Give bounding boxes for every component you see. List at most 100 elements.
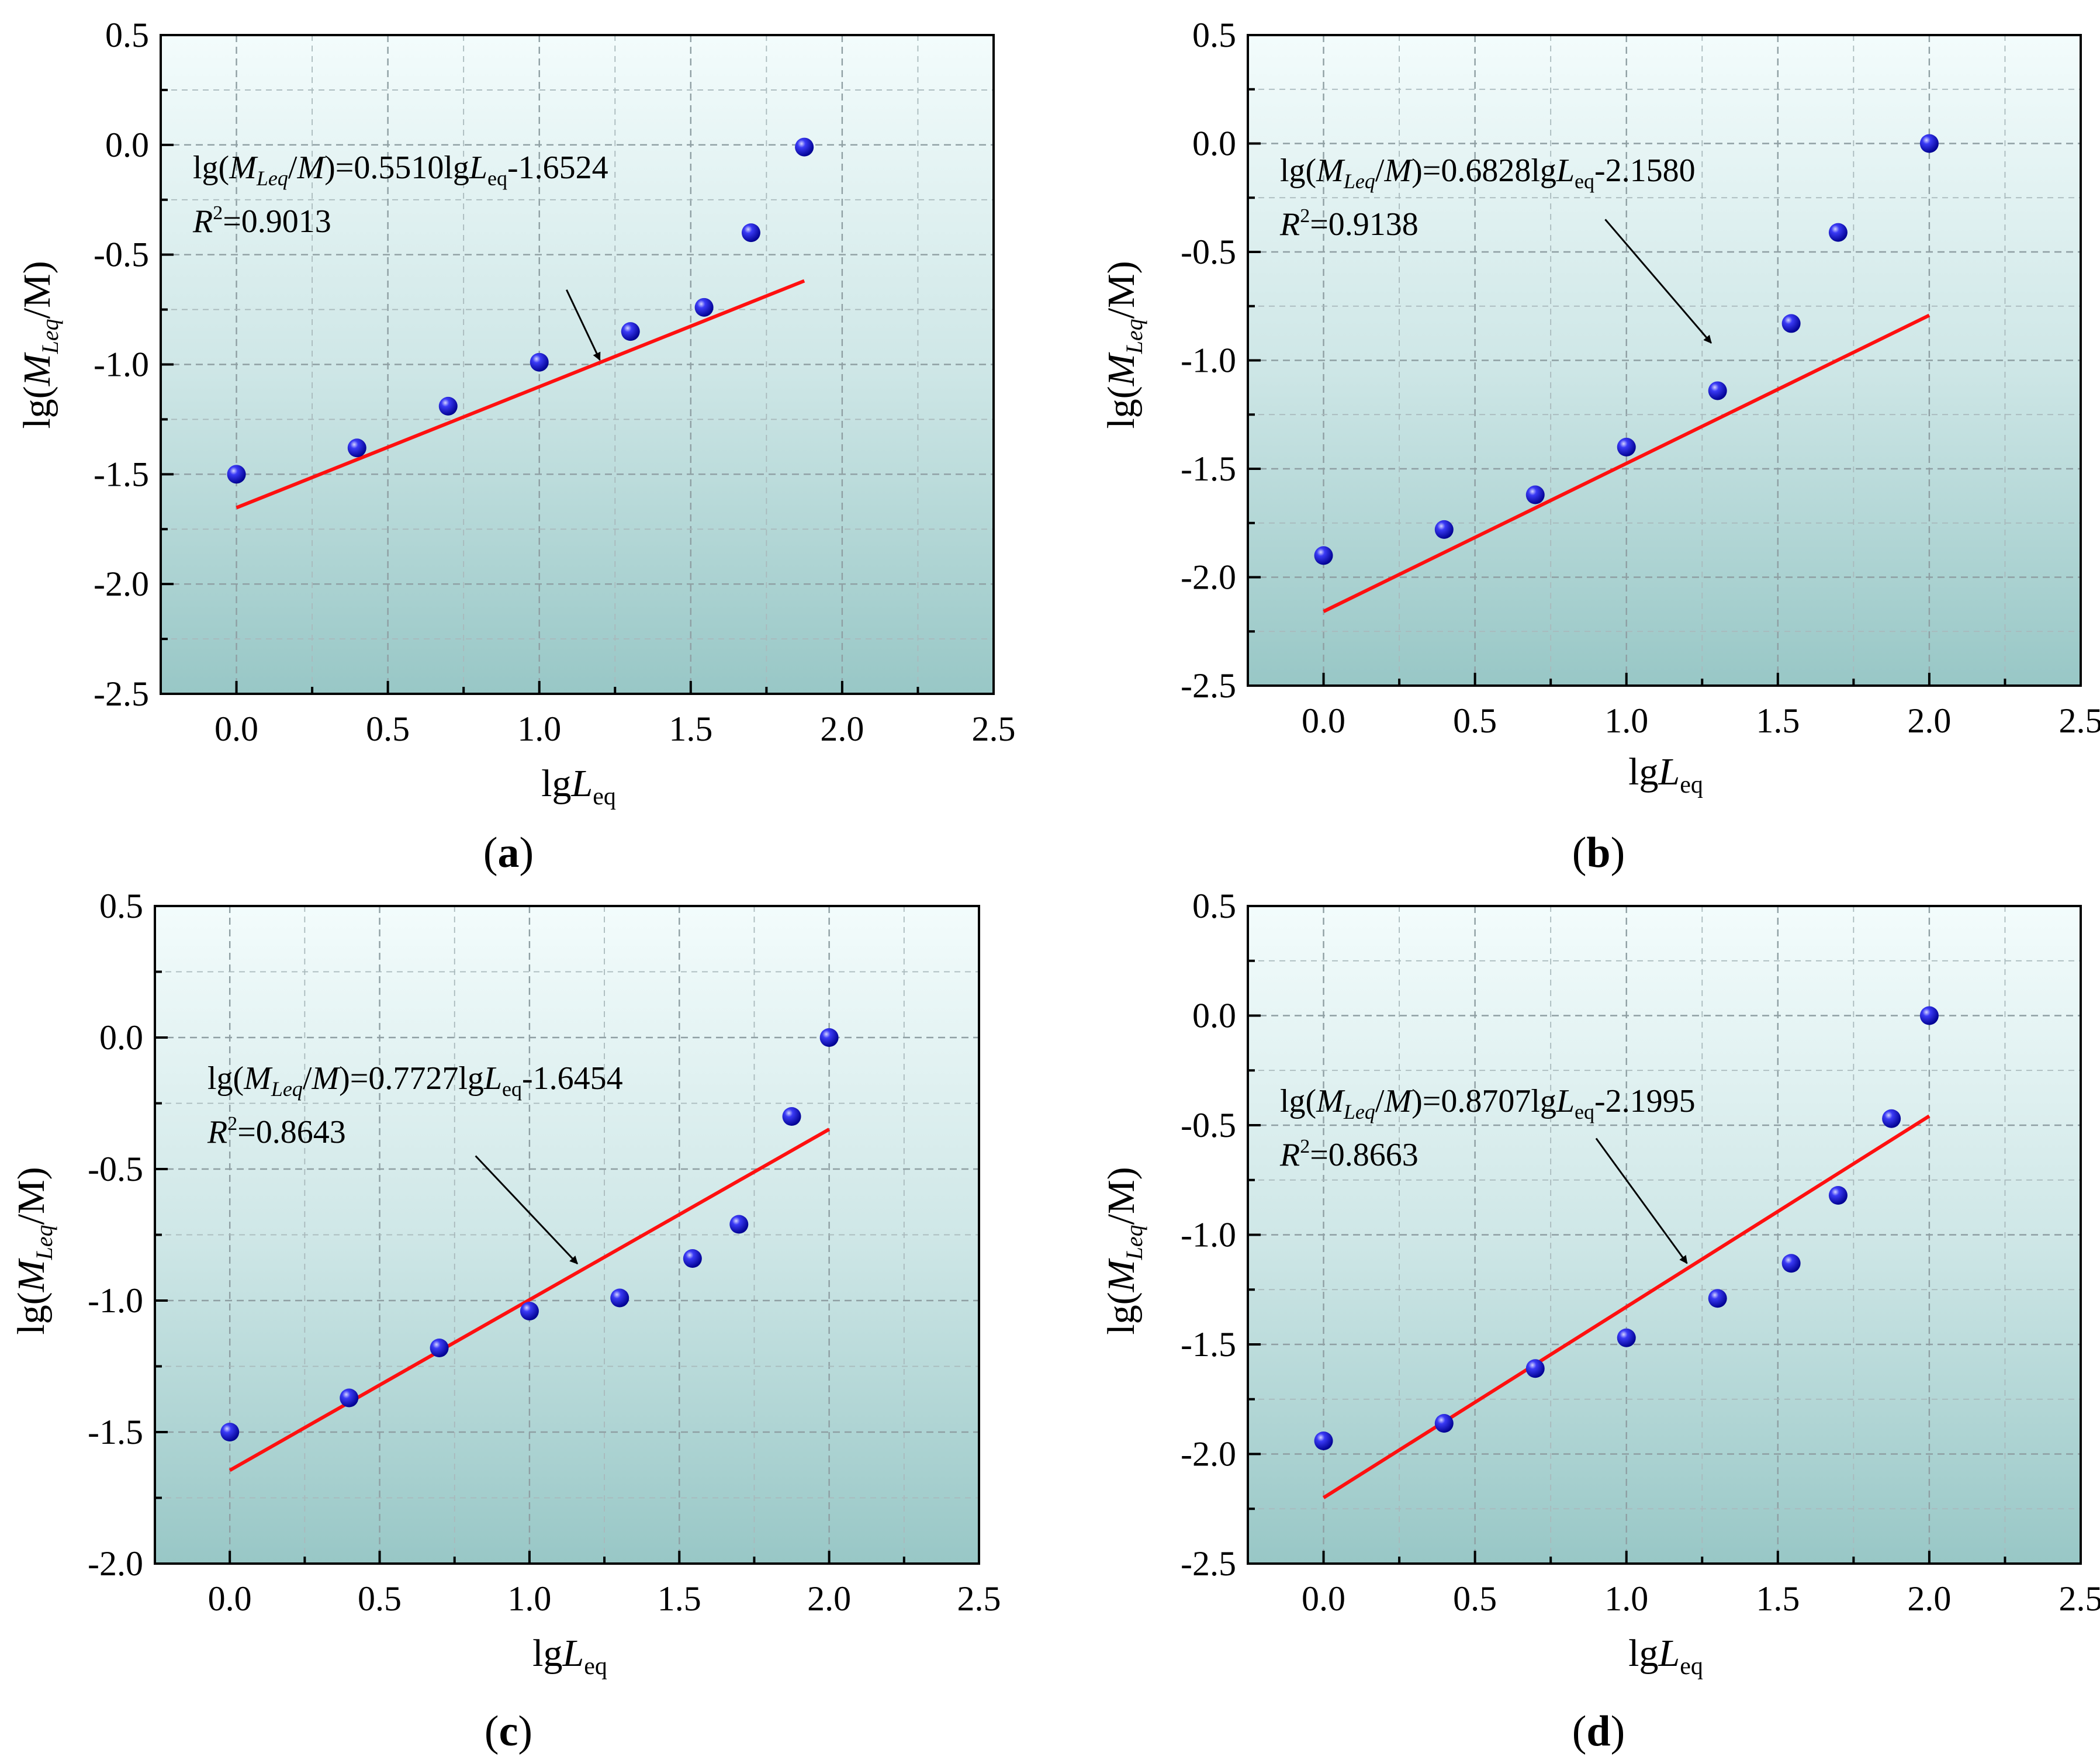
panel-a-equation-part: L: [469, 150, 487, 186]
panel-d-equation-part: lg(: [1280, 1083, 1316, 1119]
panel-d-y-tick-label: -2.0: [1181, 1435, 1236, 1474]
panel-b-equation-part: Leq: [1343, 170, 1375, 193]
panel-a-equation-part: Leq: [256, 167, 288, 190]
panel-c-x-tick-label: 1.0: [507, 1579, 551, 1618]
panel-a: 0.0 0.5 1.0 1.5 2.0 2.5 0.5 0.0 -0.5 -1.0 -1.5 -2.0…: [16, 16, 1016, 877]
panel-c-x-tick-label: 0.0: [208, 1579, 252, 1618]
panel-d-y-tick-label: 0.0: [1192, 997, 1236, 1035]
panel-a-y-tick-label: 0.0: [105, 126, 149, 164]
panel-c-y-tick-label: -1.5: [88, 1413, 143, 1451]
panel-b-equation-part: )=: [1411, 153, 1441, 189]
panel-d-label: (d): [1572, 1707, 1625, 1755]
panel-b-r-squared: R2=0.9138: [1279, 205, 1419, 243]
panel-b-fit-line: [1323, 313, 1931, 613]
panel-a-fit-equation: lg(MLeq/M)=0.5510lgLeq-1.6524: [193, 150, 608, 190]
panel-c: 0.0 0.5 1.0 1.5 2.0 2.5 0.5 0.0 -0.5 -1.0 -1.5 -2.0…: [10, 887, 1001, 1755]
panel-a-y-tick-label: 0.5: [105, 16, 149, 54]
panel-b-equation-part: 0.6828: [1441, 153, 1531, 189]
panel-c-r-squared-part: 2: [227, 1113, 237, 1135]
panel-d-equation-part: Leq: [1343, 1100, 1375, 1123]
panel-c-r-squared-part: =0.8643: [237, 1114, 346, 1150]
panel-a-data-point: [530, 352, 549, 372]
panel-b-data-point: [1919, 134, 1939, 153]
panel-b-xlabel: lgLeq: [1628, 751, 1703, 798]
panel-d-data-point: [1781, 1254, 1801, 1273]
panel-a-y-tick-label: -2.0: [94, 565, 149, 603]
panel-c-r-squared-part: R: [207, 1114, 227, 1150]
panel-c-data-point: [729, 1215, 749, 1234]
panel-c-equation-part: M: [243, 1060, 273, 1097]
panel-d-annotation-arrow: [1595, 1137, 1688, 1264]
panel-c-equation-part: /: [303, 1060, 312, 1097]
panel-d-equation-part: -2.1995: [1594, 1083, 1696, 1119]
panel-b-x-tick-label: 0.0: [1302, 701, 1345, 740]
panel-a-equation-part: 0.5510: [354, 150, 444, 186]
panel-d-data-point: [1314, 1431, 1333, 1450]
panel-c-data-point: [782, 1107, 801, 1126]
panel-a-x-tick-label: 2.0: [820, 710, 864, 748]
panel-b-y-tick-label: 0.5: [1192, 16, 1236, 54]
panel-d: 0.0 0.5 1.0 1.5 2.0 2.5 0.5 0.0 -0.5 -1.0 -1.5 -2.0…: [1100, 887, 2100, 1755]
panel-d-x-tick-label: 2.5: [2059, 1579, 2100, 1618]
panel-d-r-squared-part: 2: [1300, 1136, 1310, 1157]
panel-b-data-point: [1781, 314, 1801, 333]
panel-b-equation-part: /: [1375, 153, 1385, 189]
panel-d-y-tick-label: -1.5: [1181, 1325, 1236, 1364]
panel-a-x-tick-label: 0.0: [215, 710, 258, 748]
panel-c-equation-part: Leq: [271, 1077, 303, 1101]
panel-a-equation-part: )=: [324, 150, 354, 186]
panel-a-data-point: [438, 396, 458, 416]
panel-d-x-tick-label: 2.0: [1907, 1579, 1951, 1618]
panel-c-r-squared: R2=0.8643: [207, 1113, 346, 1150]
panel-d-data-point: [1617, 1328, 1636, 1347]
panel-b-x-tick-label: 1.0: [1604, 701, 1648, 740]
panel-c-equation-part: lg(: [207, 1060, 244, 1097]
panel-b-equation-part: M: [1316, 153, 1345, 189]
panel-a-y-tick-label: -2.5: [94, 675, 149, 713]
panel-b-r-squared-part: R: [1279, 206, 1300, 243]
panel-d-ylabel: lg(MLeq/M): [1100, 1167, 1147, 1334]
panel-d-r-squared: R2=0.8663: [1279, 1136, 1419, 1173]
panel-c-data-point: [220, 1423, 240, 1441]
panel-d-fit-equation: lg(MLeq/M)=0.8707lgLeq-2.1995: [1280, 1083, 1696, 1123]
panel-d-equation-part: M: [1316, 1083, 1345, 1119]
panel-c-annotation-arrow: [475, 1155, 579, 1265]
panel-d-equation-part: L: [1556, 1083, 1575, 1119]
panel-a-fit-line: [236, 279, 805, 510]
panel-c-y-tick-label: 0.0: [99, 1018, 143, 1057]
panel-b-x-tick-label: 2.0: [1907, 701, 1951, 740]
panel-c-fit-equation: lg(MLeq/M)=0.7727lgLeq-1.6454: [207, 1060, 623, 1101]
panel-b-data-point: [1525, 485, 1545, 504]
panel-b-y-tick-label: -2.5: [1181, 666, 1236, 705]
panel-a-r-squared-part: R: [192, 203, 213, 240]
panel-c-label: (c): [485, 1707, 532, 1755]
panel-b-data-point: [1314, 546, 1333, 565]
panel-b-x-tick-label: 1.5: [1756, 701, 1800, 740]
panel-d-data-point: [1882, 1109, 1901, 1128]
panel-b-data-point: [1434, 520, 1454, 539]
panel-d-data-point: [1919, 1006, 1939, 1025]
panel-b-equation-part: lg: [1531, 153, 1556, 189]
panel-d-fit-line: [1322, 1114, 1931, 1499]
panel-c-equation-part: 0.7727: [368, 1060, 458, 1097]
panel-c-y-tick-label: 0.5: [99, 887, 143, 925]
panel-b-data-point: [1617, 437, 1636, 457]
panel-b-label: (b): [1572, 829, 1625, 877]
panel-c-equation-part: M: [311, 1060, 341, 1097]
panel-c-data-point: [430, 1339, 449, 1357]
panel-b-data-point: [1708, 381, 1727, 400]
panel-a-equation-part: /: [288, 150, 297, 186]
panel-c-x-tick-label: 2.5: [957, 1579, 1001, 1618]
panel-c-data-point: [683, 1249, 702, 1268]
panel-b-annotation-arrow: [1604, 219, 1712, 344]
panel-a-equation-part: eq: [487, 167, 507, 190]
panel-c-equation-part: L: [483, 1060, 502, 1097]
panel-d-r-squared-part: =0.8663: [1310, 1137, 1419, 1173]
panel-b-y-tick-label: -1.5: [1181, 449, 1236, 488]
panel-d-equation-part: eq: [1575, 1100, 1594, 1123]
panel-b: 0.0 0.5 1.0 1.5 2.0 2.5 0.5 0.0 -0.5 -1.0 -1.5 -2.0…: [1100, 16, 2100, 877]
panel-a-r-squared: R2=0.9013: [192, 202, 331, 240]
panel-d-data-point: [1828, 1186, 1848, 1205]
panel-a-r-squared-part: 2: [213, 202, 223, 224]
